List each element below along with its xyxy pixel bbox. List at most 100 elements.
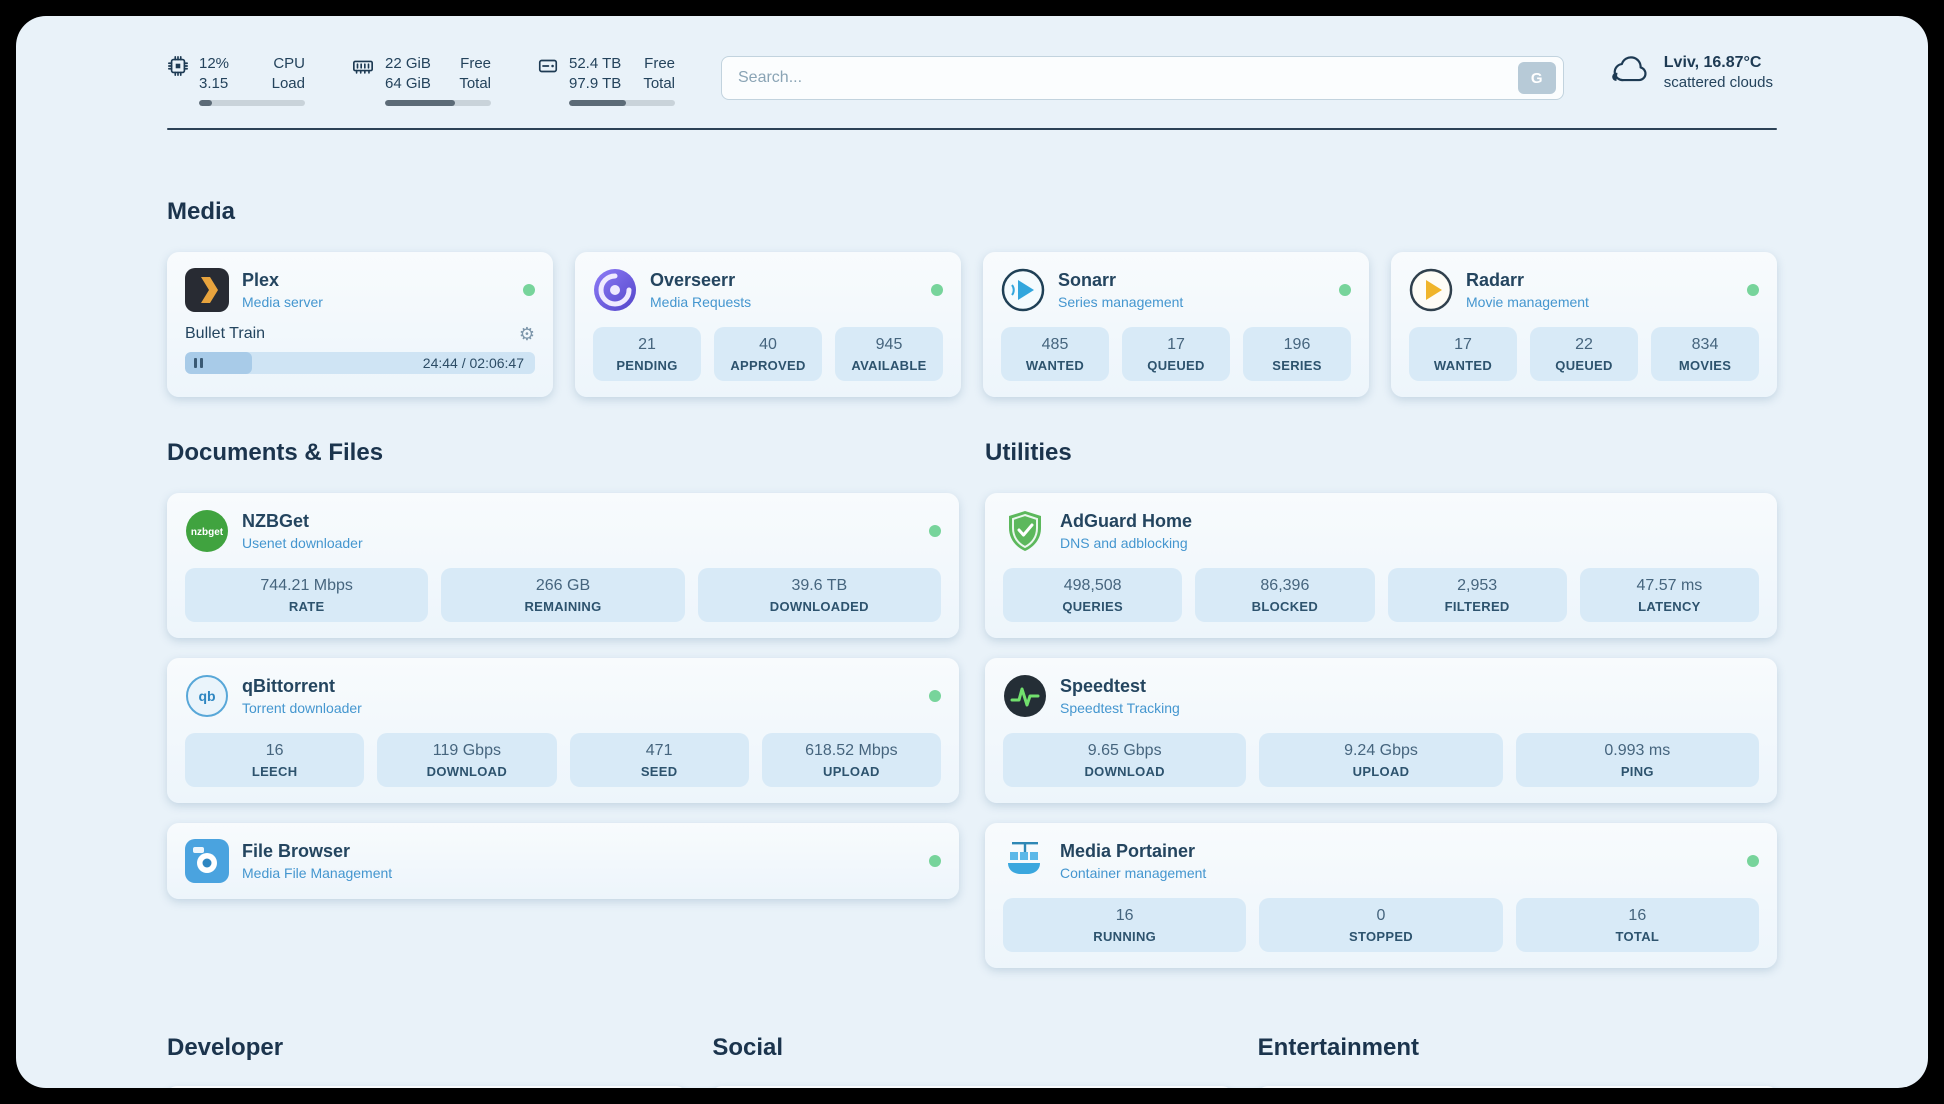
nzbget-icon: nzbget <box>185 509 229 553</box>
status-dot <box>931 284 943 296</box>
bookmark-group-entertainment: Entertainment YT YouTube youtube.com NF … <box>1257 1034 1777 1088</box>
app-subtitle: Torrent downloader <box>242 700 362 716</box>
weather-condition: scattered clouds <box>1663 74 1773 91</box>
weather-location-temp: Lviv, 16.87°C <box>1663 54 1762 71</box>
cloud-icon <box>1610 54 1652 91</box>
developer-section-title: Developer <box>167 1034 284 1061</box>
app-name: File Browser <box>242 841 351 861</box>
app-name: Media Portainer <box>1060 841 1196 861</box>
entertainment-section-title: Entertainment <box>1257 1034 1420 1061</box>
app-subtitle: Movie management <box>1466 294 1589 310</box>
playback-progress-fill <box>185 352 252 374</box>
app-name: Sonarr <box>1058 270 1117 290</box>
app-card-plex[interactable]: Plex Media server Bullet Train ⚙ 24:44 <box>167 252 553 397</box>
stat-box: 16 LEECH <box>185 733 365 787</box>
stat-box: 40 APPROVED <box>714 327 822 381</box>
app-card-speedtest[interactable]: Speedtest Speedtest Tracking 9.65 Gbps D… <box>985 658 1777 803</box>
status-dot <box>1339 284 1351 296</box>
stat-box: 39.6 TB DOWNLOADED <box>697 568 941 622</box>
bookmark-group-social: Social LI LinkedIn linkedin.com TW Twitt… <box>712 1034 1232 1088</box>
ram-stat: 22 GiB 64 GiB Free Total <box>351 54 491 106</box>
app-card-qbittorrent[interactable]: qb qBittorrent Torrent downloader 16 <box>167 658 959 803</box>
stat-box: 744.21 Mbps RATE <box>185 568 429 622</box>
ram-total-value: 64 GiB <box>385 74 431 92</box>
app-name: Overseerr <box>650 270 736 290</box>
stat-box: 22 QUEUED <box>1530 327 1638 381</box>
ram-free-label: Free <box>460 55 491 72</box>
app-card-portainer[interactable]: Media Portainer Container management 16 … <box>985 823 1777 968</box>
stat-box: 834 MOVIES <box>1651 327 1759 381</box>
filebrowser-icon <box>185 839 229 883</box>
disk-icon <box>537 55 559 82</box>
stat-box: 86,396 BLOCKED <box>1195 568 1375 622</box>
status-dot <box>929 855 941 867</box>
bookmark-group-developer: Developer GH Github github.com SO StackO… <box>167 1034 687 1088</box>
bookmark-youtube[interactable]: YT YouTube youtube.com <box>1257 1086 1777 1088</box>
svg-text:nzbget: nzbget <box>191 527 224 538</box>
stat-box: 618.52 Mbps UPLOAD <box>761 733 941 787</box>
bookmark-github[interactable]: GH Github github.com <box>167 1086 687 1088</box>
disk-progress-track <box>569 100 675 106</box>
stat-box: 119 Gbps DOWNLOAD <box>377 733 557 787</box>
cpu-percent: 12% <box>199 55 230 72</box>
stat-box: 485 WANTED <box>1001 327 1109 381</box>
status-dot <box>929 525 941 537</box>
ram-free-value: 22 GiB <box>385 55 431 72</box>
app-subtitle: Media File Management <box>242 865 393 881</box>
pause-icon <box>194 358 203 368</box>
app-subtitle: Media server <box>242 294 323 310</box>
playback-progress-bar: 24:44 / 02:06:47 <box>185 352 535 374</box>
app-name: NZBGet <box>242 511 309 531</box>
search-bar[interactable]: G <box>721 56 1564 100</box>
app-card-filebrowser[interactable]: File Browser Media File Management <box>167 823 959 899</box>
stat-box: 196 SERIES <box>1243 327 1351 381</box>
ram-total-label: Total <box>459 74 491 92</box>
app-name: AdGuard Home <box>1060 511 1193 531</box>
app-subtitle: Usenet downloader <box>242 535 363 551</box>
dashboard-panel: 12% 3.15 CPU Load <box>16 16 1928 1088</box>
cpu-progress-track <box>199 100 305 106</box>
status-dot <box>1747 855 1759 867</box>
app-subtitle: Container management <box>1060 865 1207 881</box>
qbittorrent-icon: qb <box>185 674 229 718</box>
app-card-adguard[interactable]: AdGuard Home DNS and adblocking 498,508 … <box>985 493 1777 638</box>
app-name: Speedtest <box>1060 676 1147 696</box>
app-card-radarr[interactable]: Radarr Movie management 17 WANTED 22 QUE… <box>1391 252 1777 397</box>
app-subtitle: Series management <box>1058 294 1184 310</box>
system-stats: 12% 3.15 CPU Load <box>167 54 675 106</box>
cpu-progress-fill <box>199 100 212 106</box>
disk-progress-fill <box>569 100 627 106</box>
status-dot <box>1747 284 1759 296</box>
app-name: Plex <box>242 270 280 290</box>
stat-box: 16 TOTAL <box>1515 898 1759 952</box>
app-subtitle: Media Requests <box>650 294 752 310</box>
disk-total-value: 97.9 TB <box>569 74 622 92</box>
stat-box: 2,953 FILTERED <box>1387 568 1567 622</box>
bookmark-linkedin[interactable]: LI LinkedIn linkedin.com <box>712 1086 1232 1088</box>
app-card-overseerr[interactable]: Overseerr Media Requests 21 PENDING 40 A… <box>575 252 961 397</box>
stat-box: 0 STOPPED <box>1259 898 1503 952</box>
top-bar: 12% 3.15 CPU Load <box>167 16 1777 106</box>
app-name: Radarr <box>1466 270 1525 290</box>
google-search-button[interactable]: G <box>1517 62 1556 94</box>
app-card-nzbget[interactable]: nzbget NZBGet Usenet downloader 744.21 M… <box>167 493 959 638</box>
cpu-stat: 12% 3.15 CPU Load <box>167 54 305 106</box>
header-divider <box>167 128 1777 130</box>
search-input[interactable] <box>738 69 1518 87</box>
adguard-icon <box>1003 509 1047 553</box>
cpu-label: CPU <box>273 55 305 72</box>
disk-free-label: Free <box>644 55 675 72</box>
disk-stat: 52.4 TB 97.9 TB Free Total <box>537 54 675 106</box>
section-media: Media Plex Media server <box>167 198 1777 397</box>
app-card-sonarr[interactable]: Sonarr Series management 485 WANTED 17 Q… <box>983 252 1369 397</box>
gear-icon[interactable]: ⚙ <box>518 324 535 344</box>
portainer-icon <box>1003 839 1047 883</box>
status-dot <box>523 284 535 296</box>
documents-section-title: Documents & Files <box>167 439 384 466</box>
weather-widget: Lviv, 16.87°C scattered clouds <box>1610 54 1777 91</box>
stat-box: 471 SEED <box>569 733 749 787</box>
media-section-title: Media <box>167 198 236 225</box>
ram-progress-track <box>385 100 491 106</box>
playback-time: 24:44 / 02:06:47 <box>422 355 524 371</box>
app-subtitle: DNS and adblocking <box>1060 535 1188 551</box>
